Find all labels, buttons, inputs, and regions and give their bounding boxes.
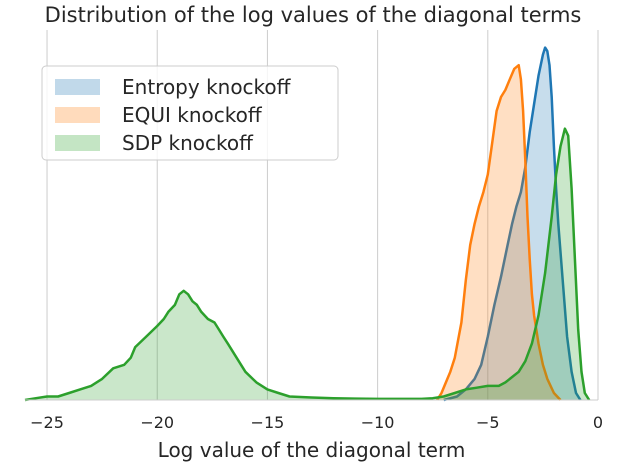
series-line-2 [24,127,591,402]
x-tick-label: 0 [593,413,603,432]
x-tick-label: −20 [140,413,174,432]
legend-label: Entropy knockoff [122,75,292,99]
legend-label: SDP knockoff [122,131,254,155]
legend-swatch [55,79,100,95]
x-tick-label: −15 [251,413,285,432]
x-axis-label: Log value of the diagonal term [158,438,466,462]
series-line-1 [436,63,562,401]
legend-label: EQUI knockoff [122,103,263,127]
x-tick-label: −10 [361,413,395,432]
legend-box [41,65,339,161]
x-tick-label: −25 [30,413,64,432]
series-area-0 [443,47,581,400]
legend: Entropy knockoff EQUI knockoff SDP knockof… [41,65,339,161]
chart-title: Distribution of the log values of the di… [45,3,582,27]
chart-series [24,46,591,402]
x-tick-labels: −25 −20 −15 −10 −5 0 [30,413,603,432]
legend-swatch [55,135,100,151]
series-area-1 [437,65,561,400]
series-line-0 [443,46,582,402]
legend-swatch [55,107,100,123]
x-tick-label: −5 [476,413,500,432]
series-area-2 [25,128,590,400]
